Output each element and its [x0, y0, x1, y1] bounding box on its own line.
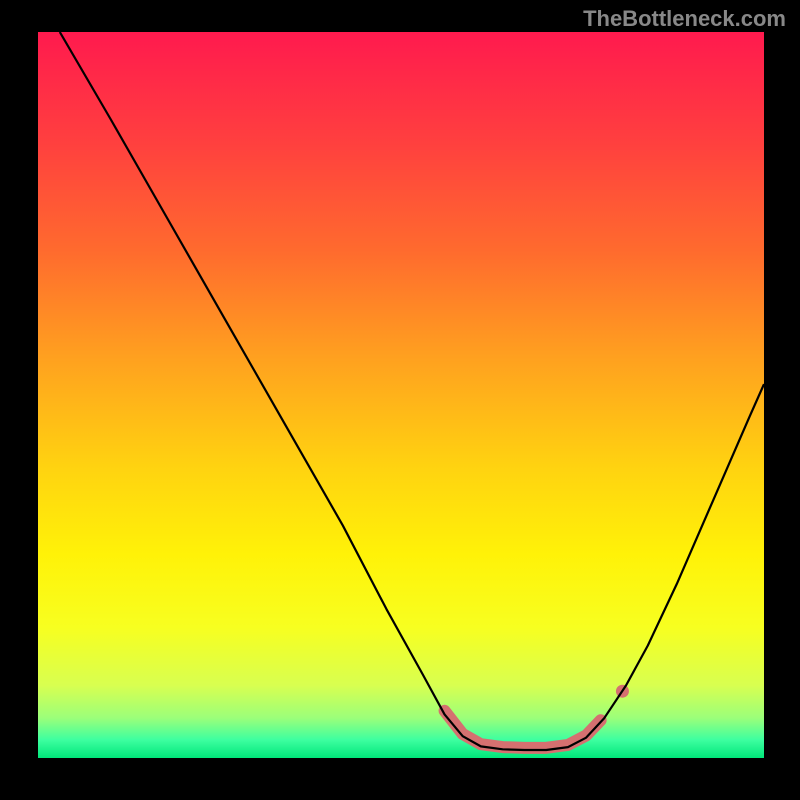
bottleneck-chart-svg	[0, 0, 800, 800]
chart-stage: TheBottleneck.com	[0, 0, 800, 800]
plot-background-gradient	[38, 32, 764, 758]
